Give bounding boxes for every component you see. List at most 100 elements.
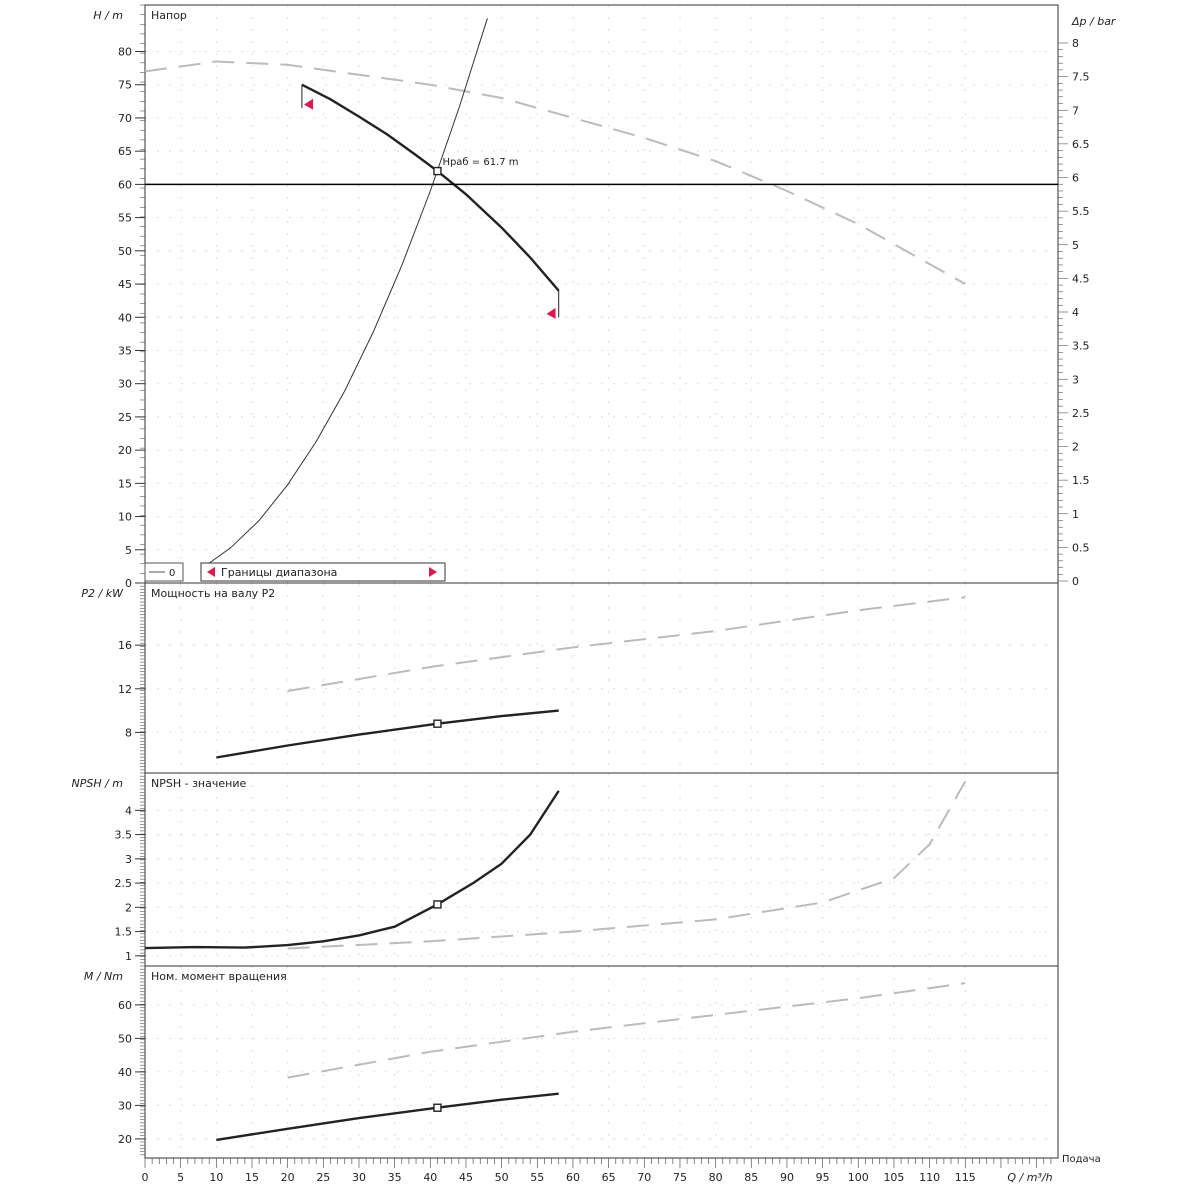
y-tick-label: 60	[118, 999, 132, 1012]
y-tick-label: 25	[118, 411, 132, 424]
y-tick-label: 55	[118, 212, 132, 225]
right-tick-label: 6.5	[1072, 138, 1090, 151]
x-tick-label: 10	[209, 1171, 223, 1184]
panel-torque	[135, 965, 1059, 1159]
npsh-max-line	[287, 780, 967, 950]
y-tick-label: 50	[118, 245, 132, 258]
system-curve-line	[208, 18, 488, 564]
operating-point-marker	[433, 719, 442, 728]
y-axis-label: NPSH / m	[71, 777, 123, 790]
legend-marker-icon	[429, 567, 437, 577]
y-tick-label: 4	[125, 804, 132, 817]
panel-head	[135, 4, 1068, 584]
max-curve-line	[144, 60, 966, 285]
x-tick-label: 75	[673, 1171, 687, 1184]
x-tick-label: 65	[602, 1171, 616, 1184]
right-tick-label: 2	[1072, 441, 1079, 454]
right-tick-label: 3.5	[1072, 340, 1090, 353]
x-tick-label: 110	[919, 1171, 940, 1184]
y-tick-label: 65	[118, 145, 132, 158]
right-tick-label: 2.5	[1072, 407, 1090, 420]
right-axis-label: Δp / bar	[1071, 15, 1117, 28]
y-tick-label: 16	[118, 639, 132, 652]
npsh-curve-line	[144, 790, 560, 950]
operating-point-marker	[433, 900, 442, 909]
right-tick-label: 0.5	[1072, 541, 1090, 554]
right-tick-label: 7	[1072, 104, 1079, 117]
operating-point-label: Нраб = 61.7 m	[442, 157, 518, 168]
torque-max-line	[287, 982, 966, 1079]
y-tick-label: 10	[118, 511, 132, 524]
range-limit-marker	[546, 307, 556, 319]
y-tick-label: 30	[118, 378, 132, 391]
x-tick-label: 0	[142, 1171, 149, 1184]
operating-point-marker	[433, 1103, 442, 1112]
y-tick-label: 12	[118, 683, 132, 696]
y-tick-label: 3.5	[115, 829, 133, 842]
y-tick-label: 30	[118, 1099, 132, 1112]
x-tick-label: 90	[780, 1171, 794, 1184]
x-tick-label: 80	[709, 1171, 723, 1184]
y-tick-label: 50	[118, 1032, 132, 1045]
right-tick-label: 5.5	[1072, 205, 1090, 218]
x-tick-label: 55	[530, 1171, 544, 1184]
right-tick-label: 1.5	[1072, 474, 1090, 487]
y-tick-label: 0	[125, 577, 132, 590]
right-tick-label: 3	[1072, 373, 1079, 386]
y-tick-label: 2.5	[115, 877, 133, 890]
x-tick-label: 115	[955, 1171, 976, 1184]
panel-title: NPSH - значение	[151, 777, 246, 790]
panel-frame	[144, 4, 1059, 584]
panel-title: Мощность на валу P2	[151, 587, 275, 600]
pump-curve-line	[301, 83, 560, 292]
y-tick-label: 40	[118, 311, 132, 324]
torque-curve-line	[216, 1092, 559, 1142]
panel-frame	[144, 772, 1059, 967]
y-tick-label: 70	[118, 112, 132, 125]
right-tick-label: 7.5	[1072, 71, 1090, 84]
panel-title: Ном. момент вращения	[151, 970, 287, 983]
y-tick-label: 20	[118, 1133, 132, 1146]
right-tick-label: 6	[1072, 172, 1079, 185]
y-tick-label: 20	[118, 444, 132, 457]
y-axis-label: M / Nm	[84, 970, 123, 983]
x-tick-label: 25	[316, 1171, 330, 1184]
right-tick-label: 0	[1072, 575, 1079, 588]
y-tick-label: 80	[118, 46, 132, 59]
y-tick-label: 45	[118, 278, 132, 291]
x-tick-label: 85	[744, 1171, 758, 1184]
y-tick-label: 40	[118, 1066, 132, 1079]
x-tick-label: 105	[883, 1171, 904, 1184]
y-tick-label: 35	[118, 344, 132, 357]
legend-item-label: Границы диапазона	[221, 566, 337, 579]
panel-title: Напор	[151, 9, 187, 22]
x-axis-label: Q / m³/h	[1007, 1171, 1052, 1184]
y-tick-label: 5	[125, 544, 132, 557]
right-tick-label: 8	[1072, 37, 1079, 50]
y-axis-label: H / m	[93, 9, 123, 22]
y-axis-label: P2 / kW	[81, 587, 124, 600]
x-tick-label: 45	[459, 1171, 473, 1184]
x-tick-label: 95	[816, 1171, 830, 1184]
power-curve-line	[216, 709, 559, 759]
x-tick-label: 70	[637, 1171, 651, 1184]
x-tick-label: 20	[281, 1171, 295, 1184]
y-tick-label: 1.5	[115, 926, 133, 939]
right-tick-label: 5	[1072, 239, 1079, 252]
range-limit-marker	[304, 98, 314, 110]
x-tick-label: 50	[495, 1171, 509, 1184]
x-tick-label: 60	[566, 1171, 580, 1184]
right-tick-label: 4.5	[1072, 272, 1090, 285]
x-tick-label: 40	[423, 1171, 437, 1184]
x-tick-label: 100	[848, 1171, 869, 1184]
x-axis-corner-label: Подача	[1062, 1154, 1101, 1165]
legend-marker-icon	[207, 567, 215, 577]
y-tick-label: 2	[125, 901, 132, 914]
y-tick-label: 15	[118, 477, 132, 490]
panel-npsh	[135, 772, 1059, 967]
right-tick-label: 4	[1072, 306, 1079, 319]
panel-frame	[144, 582, 1059, 774]
x-tick-label: 30	[352, 1171, 366, 1184]
panel-power	[135, 582, 1059, 774]
